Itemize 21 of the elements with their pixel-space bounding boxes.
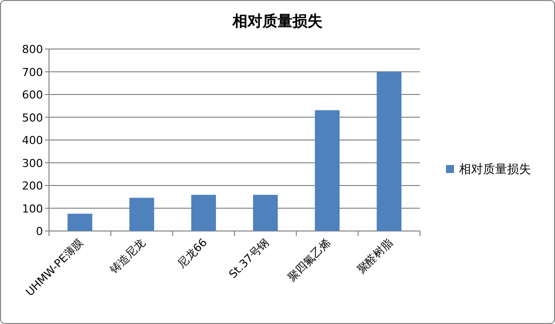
bar (314, 110, 340, 231)
bar (129, 198, 154, 231)
y-tick-label: 600 (22, 88, 43, 102)
y-tick-label: 800 (22, 43, 43, 56)
x-tick-label: 铸造尼龙 (106, 236, 148, 277)
bar (191, 194, 216, 231)
bar (253, 194, 278, 231)
x-tick-label: 尼龙66 (175, 236, 210, 271)
y-tick-label: 300 (22, 156, 43, 170)
y-tick-label: 700 (22, 66, 43, 79)
legend-label: 相对质量损失 (459, 162, 531, 176)
y-tick-label: 400 (22, 134, 43, 147)
x-tick-label: 聚四氟乙烯 (285, 236, 334, 284)
y-tick-label: 500 (22, 111, 43, 124)
bar (376, 72, 402, 231)
y-tick-label: 200 (22, 180, 43, 192)
y-tick-label: 100 (22, 202, 43, 216)
y-tick-label: 0 (36, 225, 43, 238)
x-tick-label: 聚醛树脂 (354, 236, 396, 276)
bar (68, 214, 92, 231)
chart-title: 相对质量损失 (232, 12, 322, 30)
